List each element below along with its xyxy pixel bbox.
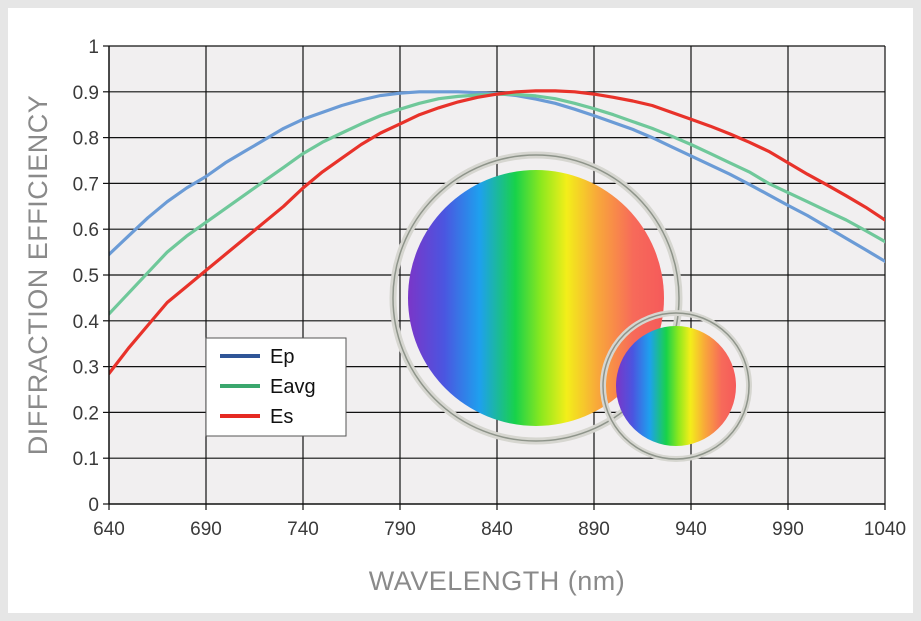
- y-axis-title: DIFFRACTION EFFICIENCY: [23, 95, 53, 456]
- y-tick-label: 0.6: [73, 220, 99, 241]
- y-tick-label: 0.7: [73, 174, 99, 195]
- x-tick-label: 790: [384, 519, 416, 540]
- diffraction-efficiency-chart: 0 0.1 0.2 0.3 0.4 0.5 0.6 0.7 0.8 0.9 1 640 690 740 7…: [23, 37, 906, 596]
- x-tick-label: 940: [675, 519, 707, 540]
- small-disc: [616, 326, 736, 446]
- x-tick-label: 890: [578, 519, 610, 540]
- y-tick-label: 0.2: [73, 403, 99, 424]
- y-tick-label: 1: [88, 37, 99, 58]
- y-tick-labels: 0 0.1 0.2 0.3 0.4 0.5 0.6 0.7 0.8 0.9 1: [73, 37, 100, 516]
- y-tick-label: 0: [88, 495, 99, 516]
- y-tick-label: 0.8: [73, 129, 99, 150]
- y-tick-label: 0.5: [73, 266, 99, 287]
- y-tick-label: 0.4: [73, 312, 100, 333]
- y-tick-label: 0.9: [73, 83, 99, 104]
- series-lines: [109, 89, 885, 376]
- legend-label-ep: Ep: [270, 346, 294, 368]
- x-tick-label: 990: [772, 519, 804, 540]
- large-disc: [408, 170, 664, 426]
- y-tick-label: 0.3: [73, 358, 99, 379]
- legend-label-eavg: Eavg: [270, 376, 316, 398]
- legend-label-es: Es: [270, 406, 293, 428]
- x-tick-label: 740: [287, 519, 319, 540]
- x-tick-label: 690: [190, 519, 222, 540]
- large-disc-ring-edge: [392, 154, 680, 442]
- x-tick-labels: 640 690 740 790 840 890 940 990 1040: [93, 519, 906, 540]
- grating-illustration: [389, 151, 752, 462]
- x-tick-label: 840: [481, 519, 513, 540]
- x-tick-label: 640: [93, 519, 125, 540]
- x-axis-title: WAVELENGTH (nm): [369, 566, 626, 596]
- small-disc-ring-edge: [602, 312, 750, 460]
- chart-frame: 0 0.1 0.2 0.3 0.4 0.5 0.6 0.7 0.8 0.9 1 640 690 740 7…: [8, 8, 913, 613]
- legend: Ep Eavg Es: [205, 337, 347, 437]
- x-tick-label: 1040: [864, 519, 906, 540]
- y-tick-label: 0.1: [73, 449, 99, 470]
- series-line-es: [109, 89, 885, 376]
